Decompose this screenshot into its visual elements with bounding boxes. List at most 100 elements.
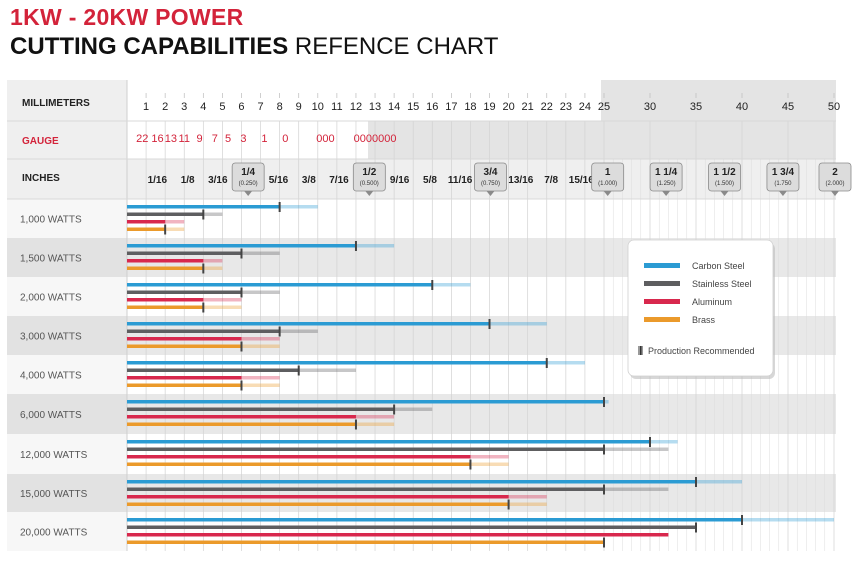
production-marker (202, 209, 205, 220)
row-label: 6,000 WATTS (20, 410, 82, 421)
gauge-tick-label: 1 (261, 133, 267, 145)
chart-header: MILLIMETERS GAUGE INCHES 1 2 3 4 5 6 7 8 9 10 11 12… (22, 93, 852, 196)
bar-rec-carbon (127, 480, 696, 484)
legend-swatch-aluminum (644, 299, 680, 304)
bar-rec-brass (127, 266, 204, 270)
mm-tick-label: 16 (426, 101, 438, 113)
inch-tick-sublabel: (2.000) (825, 181, 844, 187)
mm-tick-label: 25 (598, 101, 610, 113)
gauge-label: GAUGE (22, 136, 59, 147)
production-marker (240, 380, 243, 391)
mm-tick-label: 23 (560, 101, 572, 113)
production-marker (695, 522, 697, 533)
bar-rec-carbon (127, 322, 490, 326)
production-marker (431, 280, 434, 290)
production-marker (393, 404, 396, 415)
mm-tick-label: 1 (143, 101, 149, 113)
bar-rec-aluminum (127, 259, 204, 263)
row-label-cell (7, 434, 127, 474)
bar-rec-brass (127, 502, 509, 506)
legend-marker-label: Production Recommended (648, 346, 755, 356)
inch-tick-pointer (778, 191, 787, 196)
mm-tick-label: 50 (828, 101, 840, 113)
legend-swatch-brass (644, 317, 680, 322)
row-label: 20,000 WATTS (20, 528, 88, 539)
mm-tick-label: 40 (736, 101, 748, 113)
row-label-cell (7, 394, 127, 434)
bar-rec-aluminum (127, 298, 204, 302)
bar-rec-carbon (127, 361, 547, 365)
bar-rec-stainless (127, 368, 299, 372)
inch-tick-label: 1 1/2 (713, 167, 736, 178)
bar-rec-carbon (127, 283, 433, 287)
inch-tick-label: 3/8 (302, 175, 316, 186)
inch-tick-pointer (662, 191, 671, 196)
production-marker (240, 248, 243, 259)
bar-rec-carbon (127, 244, 356, 248)
bar-rec-brass (127, 462, 471, 466)
bar-rec-aluminum (127, 455, 471, 459)
production-marker (545, 358, 548, 368)
chart-title-bold: CUTTING CAPABILITIES (10, 33, 289, 60)
inch-tick-label: 1 (605, 167, 611, 178)
bar-rec-brass (127, 227, 166, 231)
row-label-cell (7, 355, 127, 394)
inches-label: INCHES (22, 173, 60, 184)
mm-tick-label: 2 (162, 101, 168, 113)
row-label-cell (7, 238, 127, 277)
bar-rec-aluminum (127, 220, 166, 224)
row-background (7, 199, 836, 238)
inch-tick-label: 1/8 (181, 175, 195, 186)
chart-rows: 1,000 WATTS 1,500 WATTS 2,000 WATTS 3,000 W… (20, 202, 834, 548)
bar-rec-carbon (127, 400, 604, 404)
inch-tick-pointer (720, 191, 729, 196)
bar-rec-stainless (127, 407, 395, 411)
production-marker (507, 499, 510, 510)
mm-tick-label: 12 (350, 101, 362, 113)
row-label-cell (7, 199, 127, 238)
inch-tick-sublabel: (0.750) (481, 181, 500, 187)
inch-tick-label: 11/16 (448, 175, 473, 186)
row-label: 12,000 WATTS (20, 450, 88, 461)
production-marker (354, 241, 357, 251)
production-marker (164, 224, 167, 235)
bar-rec-stainless (127, 290, 242, 294)
production-marker (202, 302, 205, 313)
mm-tick-label: 30 (644, 101, 656, 113)
inch-tick-label: 1/16 (148, 175, 168, 186)
gauge-tick-label: 13 (165, 133, 177, 145)
row-label-cell (7, 474, 127, 512)
legend-swatch-carbon (644, 263, 680, 268)
mm-tick-label: 8 (277, 101, 283, 113)
legend-label-stainless: Stainless Steel (692, 279, 752, 289)
production-marker (603, 537, 605, 548)
bar-rec-brass (127, 540, 604, 544)
legend-swatch-stainless (644, 281, 680, 286)
bar-rec-carbon (127, 518, 742, 522)
inch-tick-label: 13/16 (508, 175, 533, 186)
production-marker (649, 437, 651, 447)
gauge-tick-label: 9 (196, 133, 202, 145)
mm-tick-label: 6 (238, 101, 244, 113)
production-marker (202, 263, 205, 274)
gauge-tick-label: 22 (136, 133, 148, 145)
inch-tick-sublabel: (1.250) (657, 181, 676, 187)
mm-tick-label: 4 (200, 101, 206, 113)
mm-tick-label: 5 (219, 101, 225, 113)
inch-tick-label: 3/16 (208, 175, 228, 186)
mm-tick-label: 35 (690, 101, 702, 113)
inch-tick-label: 2 (832, 167, 838, 178)
inch-tick-pointer (486, 191, 495, 196)
bar-rec-stainless (127, 447, 604, 451)
bar-rec-stainless (127, 212, 204, 216)
production-marker (278, 326, 281, 337)
production-marker (354, 419, 357, 430)
legend: Carbon Steel Stainless Steel Aluminum Brass… (627, 239, 775, 379)
inch-tick-label: 7/8 (544, 175, 558, 186)
gauge-tick-label: 0 (282, 133, 288, 145)
row-background (7, 512, 836, 551)
mm-tick-label: 19 (483, 101, 495, 113)
bar-rec-carbon (127, 205, 280, 209)
inch-tick-label: 3/4 (484, 167, 498, 178)
